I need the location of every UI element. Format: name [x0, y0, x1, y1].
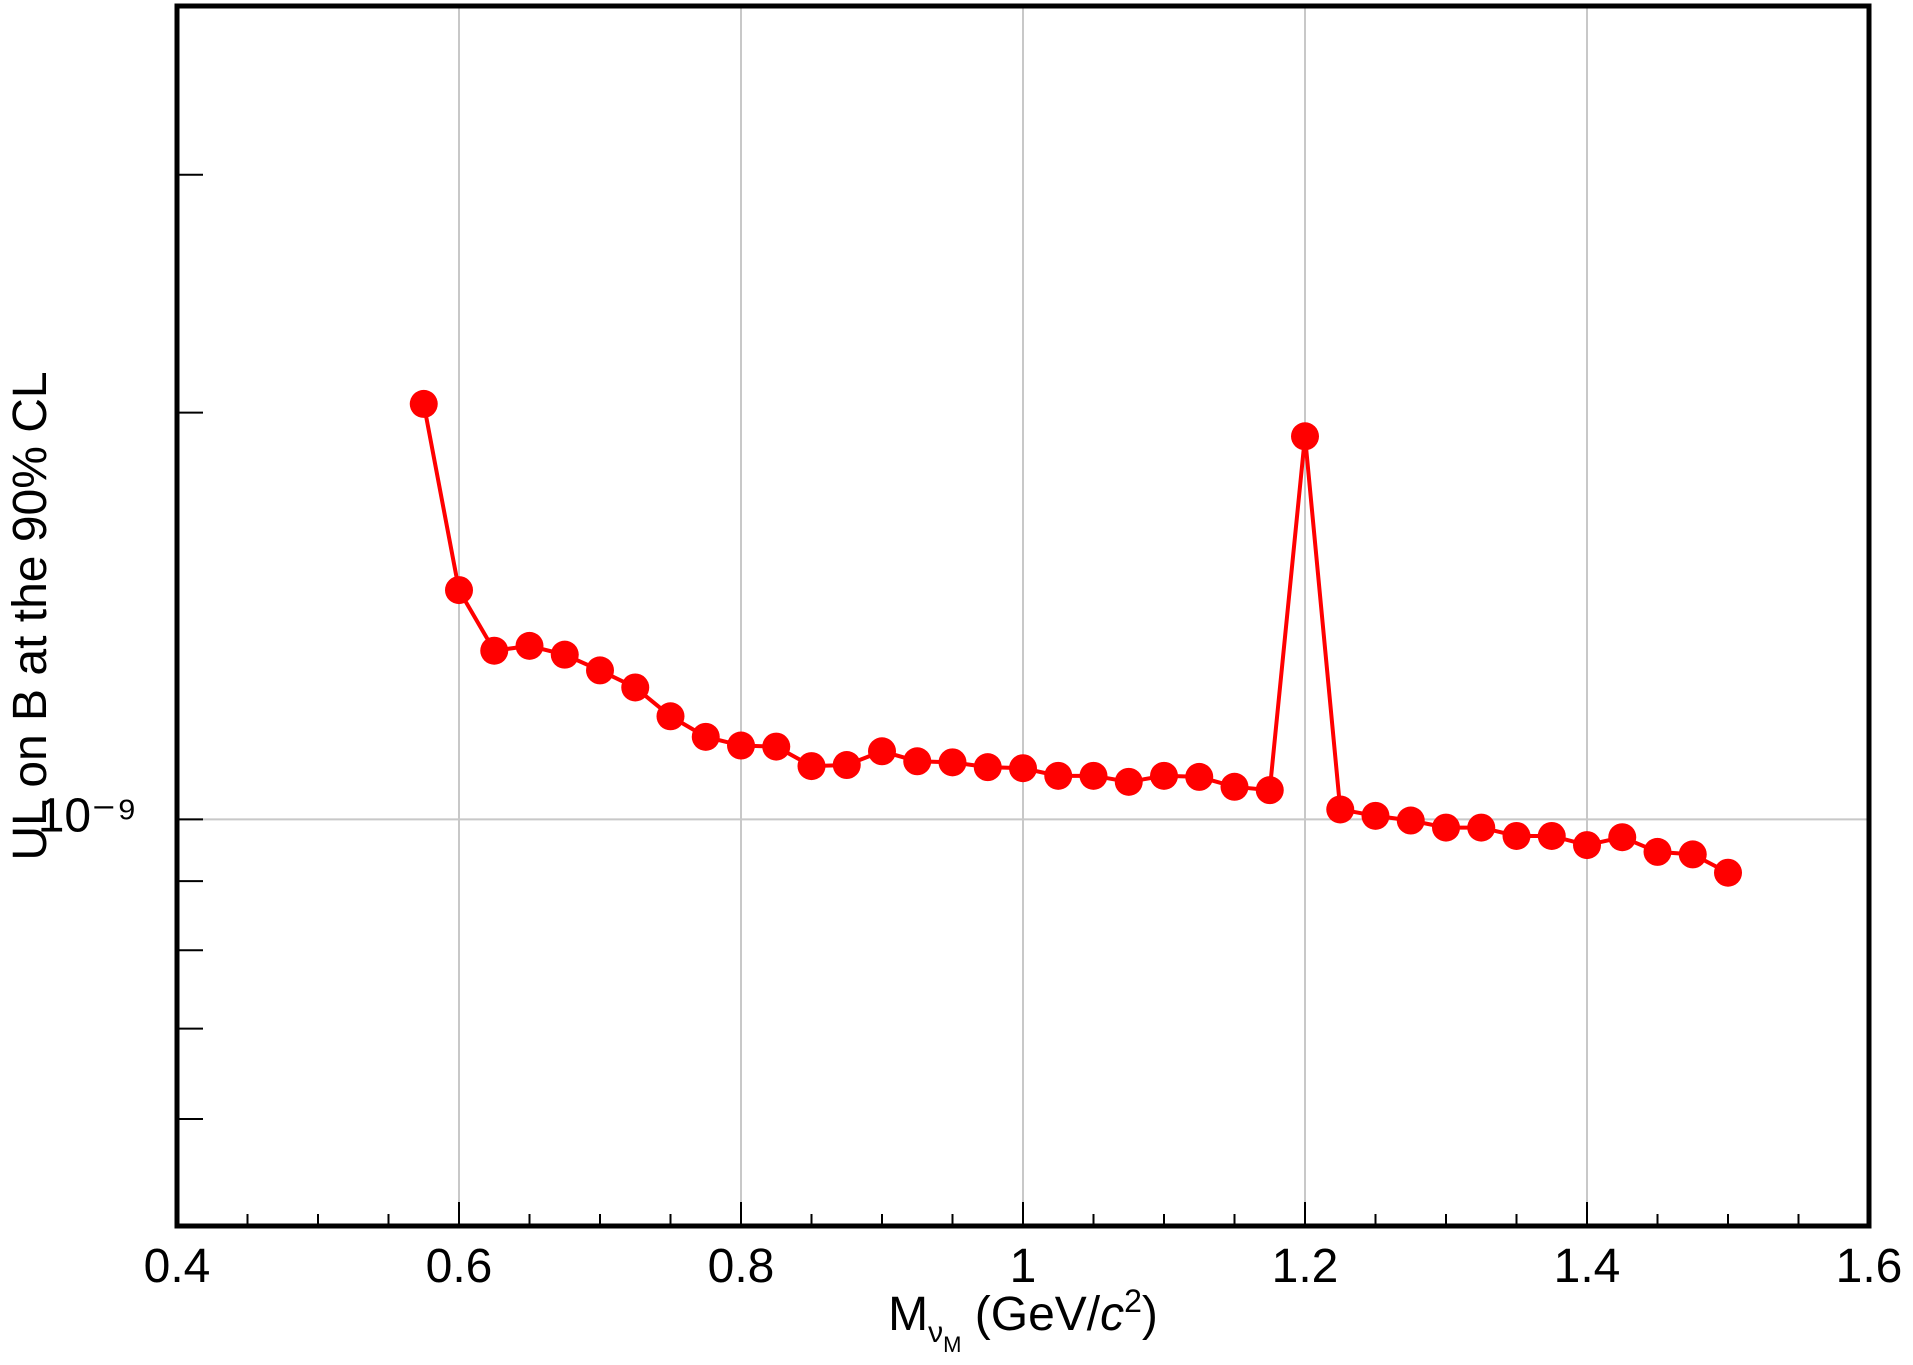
x-tick-label: 0.6 [426, 1240, 493, 1293]
x-tick-label: 1.4 [1554, 1240, 1621, 1293]
x-tick-label: 0.8 [708, 1240, 775, 1293]
y-tick-label: 10⁻⁹ [38, 789, 137, 842]
data-point [727, 731, 755, 760]
x-label-unit-power: 2 [1124, 1283, 1142, 1319]
data-point [1361, 801, 1390, 830]
data-point [1396, 806, 1425, 835]
data-point [832, 751, 861, 780]
data-point [1150, 761, 1178, 790]
data-point [762, 732, 791, 761]
x-label-symbol: M [888, 1288, 928, 1341]
data-point [938, 748, 967, 777]
data-point [1678, 840, 1707, 869]
data-point [1079, 761, 1108, 790]
data-point [586, 656, 614, 685]
data-point [1432, 813, 1460, 842]
x-tick-label: 1.6 [1836, 1240, 1903, 1293]
x-label-sub: ν [928, 1316, 943, 1349]
y-axis-label: UL on B at the 90% CL [4, 371, 57, 860]
x-axis-label: MνM (GeV/c2) [888, 1283, 1158, 1357]
data-point [1714, 858, 1742, 887]
x-tick-label: 1.2 [1272, 1240, 1339, 1293]
data-point [797, 752, 826, 781]
data-point [973, 753, 1002, 782]
data-point [480, 636, 509, 665]
data-point [691, 722, 720, 751]
data-point [1467, 813, 1496, 842]
data-point [1291, 422, 1319, 451]
data-point [1220, 772, 1249, 801]
data-point [1573, 831, 1601, 860]
data-point [1185, 762, 1214, 791]
x-label-unit-c: c [1100, 1288, 1124, 1341]
data-point [621, 673, 650, 702]
x-tick-label: 1 [1010, 1240, 1037, 1293]
data-point [1608, 823, 1637, 852]
data-point [1044, 761, 1073, 790]
data-point [1502, 821, 1531, 850]
data-point [515, 631, 544, 660]
x-label-subsub: M [943, 1332, 961, 1357]
data-point [1537, 821, 1566, 850]
data-point [550, 640, 579, 669]
data-point [903, 747, 932, 776]
data-point [656, 702, 685, 731]
data-point [1643, 837, 1672, 866]
x-label-unit-close: ) [1142, 1288, 1158, 1341]
data-point [445, 576, 473, 605]
data-point [1009, 754, 1037, 783]
plot-frame [174, 3, 1872, 1229]
x-tick-label: 0.4 [144, 1240, 211, 1293]
data-point [409, 389, 438, 418]
data-line [421, 403, 1729, 875]
data-point [868, 737, 896, 766]
data-point [1114, 767, 1143, 796]
data-point [1326, 795, 1355, 824]
x-label-unit: (GeV/ [961, 1288, 1100, 1341]
data-point [1255, 776, 1284, 805]
